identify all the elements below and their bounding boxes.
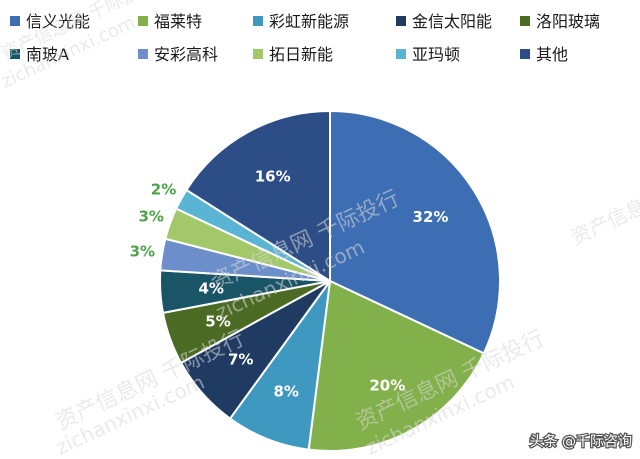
legend-label: 金信太阳能 xyxy=(412,12,492,31)
legend-label: 亚玛顿 xyxy=(412,45,460,64)
data-label: 8% xyxy=(273,383,298,401)
legend-label: 彩虹新能源 xyxy=(269,12,349,31)
data-label: 20% xyxy=(369,376,405,394)
data-label: 3% xyxy=(138,208,163,226)
legend-item: 亚玛顿 xyxy=(396,45,460,64)
legend-swatch xyxy=(253,49,263,59)
legend-swatch xyxy=(520,49,530,59)
data-label: 2% xyxy=(151,181,176,199)
pie-slice xyxy=(307,279,486,453)
legend-item: 洛阳玻璃 xyxy=(520,12,600,31)
legend-label: 信义光能 xyxy=(26,12,90,31)
pie-data-labels: 32% 20% 8% 7% 5% 4% 3% 3% 2% 16% xyxy=(130,168,449,401)
legend-swatch xyxy=(396,16,406,26)
legend-label: 洛阳玻璃 xyxy=(536,12,600,31)
pie-slice xyxy=(329,109,501,355)
data-label: 16% xyxy=(255,168,291,186)
legend-label: 其他 xyxy=(536,45,568,64)
data-label: 32% xyxy=(413,208,449,226)
pie-slices xyxy=(159,109,501,453)
data-label: 5% xyxy=(205,312,230,330)
legend-swatch xyxy=(138,16,148,26)
legend-label: 福莱特 xyxy=(154,12,202,31)
credit-text: 头条 @千际咨询 xyxy=(530,433,632,450)
legend-label: 南玻A xyxy=(26,45,69,64)
pie-slice xyxy=(185,109,331,283)
legend-swatch xyxy=(396,49,406,59)
data-label: 4% xyxy=(198,280,223,298)
data-label: 7% xyxy=(228,351,253,369)
legend-item: 安彩高科 xyxy=(138,45,218,64)
watermark-brand-4: 资产信息网 千际投行 xyxy=(567,149,640,250)
legend-swatch xyxy=(10,49,20,59)
legend-label: 拓日新能 xyxy=(269,45,333,64)
legend-item: 彩虹新能源 xyxy=(253,12,349,31)
legend-item: 南玻A xyxy=(10,45,69,64)
legend-item: 福莱特 xyxy=(138,12,202,31)
legend-item: 信义光能 xyxy=(10,12,90,31)
legend-swatch xyxy=(138,49,148,59)
legend-item: 其他 xyxy=(520,45,568,64)
legend-swatch xyxy=(520,16,530,26)
legend-label: 安彩高科 xyxy=(154,45,218,64)
legend-swatch xyxy=(253,16,263,26)
legend-swatch xyxy=(10,16,20,26)
legend-item: 金信太阳能 xyxy=(396,12,492,31)
data-label: 3% xyxy=(130,242,155,260)
legend-item: 拓日新能 xyxy=(253,45,333,64)
